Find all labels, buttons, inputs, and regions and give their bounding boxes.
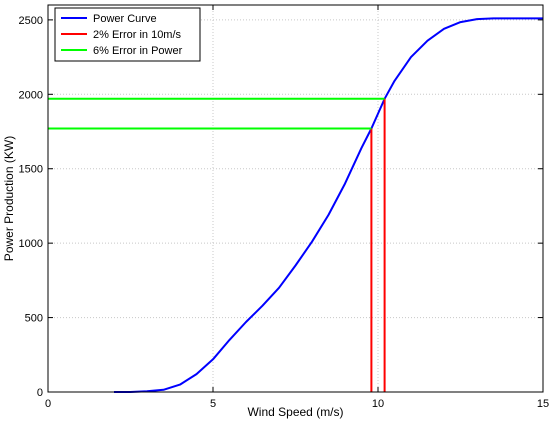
y-tick-label: 1000 — [19, 238, 43, 250]
y-axis-label: Power Production (KW) — [2, 136, 16, 261]
plot-frame — [47, 4, 544, 393]
series-line-power-curve — [114, 17, 543, 393]
y-tick-label: 2000 — [19, 89, 43, 101]
x-axis-label: Wind Speed (m/s) — [247, 405, 343, 419]
legend-entry-label: 6% Error in Power — [93, 45, 183, 57]
grid-layer — [48, 5, 543, 392]
y-tick-label: 0 — [37, 387, 43, 399]
series-layer — [48, 17, 543, 393]
tick-layer: 0 5 10 15 0 500 1000 1500 2000 2500 — [19, 5, 549, 410]
y-tick-label: 2500 — [19, 15, 43, 27]
x-tick-label: 10 — [372, 398, 384, 410]
x-tick-label: 15 — [537, 398, 549, 410]
y-tick-label: 500 — [25, 313, 43, 325]
x-tick-label: 0 — [45, 398, 51, 410]
y-tick-label: 1500 — [19, 164, 43, 176]
legend-entry-label: 2% Error in 10m/s — [93, 29, 182, 41]
x-tick-label: 5 — [210, 398, 216, 410]
legend-entry-label: Power Curve — [93, 13, 157, 25]
legend: Power Curve 2% Error in 10m/s 6% Error in … — [54, 7, 201, 62]
